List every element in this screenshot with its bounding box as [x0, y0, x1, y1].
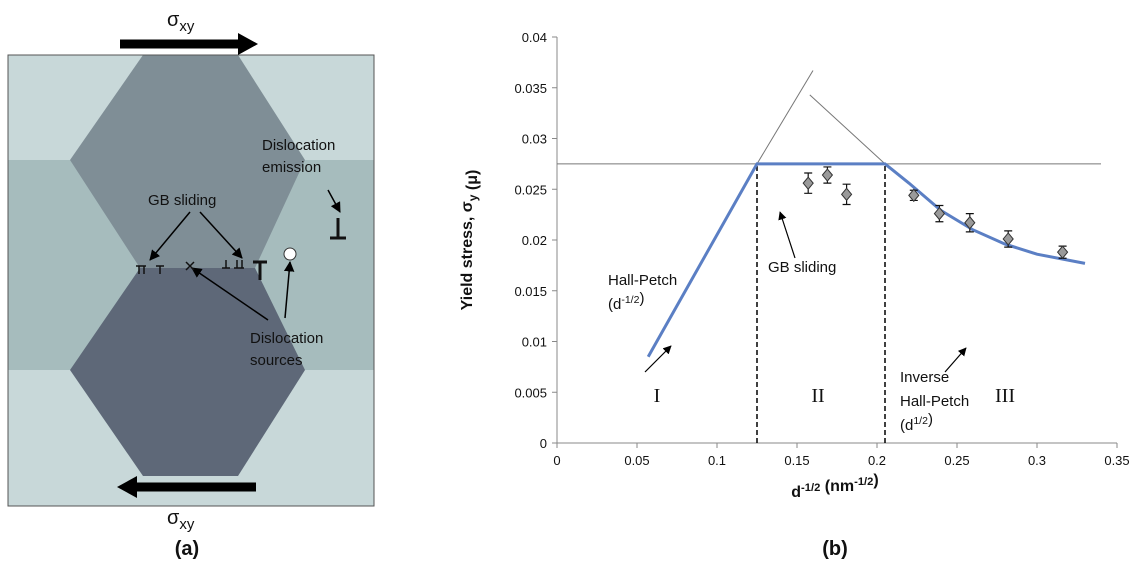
- annotation: Inverse: [900, 369, 949, 386]
- panel-label: (a): [175, 538, 199, 560]
- y-tick-label: 0.005: [514, 385, 547, 400]
- text-part: GB sliding: [768, 259, 836, 276]
- model-line: [646, 162, 1086, 358]
- text-part: ): [873, 472, 878, 489]
- annotation: Hall-Petch: [900, 393, 969, 410]
- annotation-arrow: [283, 260, 295, 319]
- y-tick-label: 0.02: [522, 233, 547, 248]
- data-point: [1002, 232, 1014, 246]
- annotation-arrow: [327, 189, 341, 213]
- text-part: (d: [900, 417, 913, 434]
- y-tick-label: 0.01: [522, 335, 547, 350]
- annotation-arrow: [644, 345, 672, 373]
- emission-label: Dislocation emission: [262, 137, 335, 176]
- text-part: Hall-Petch: [608, 272, 677, 289]
- dislocation-source: [283, 247, 297, 261]
- text-part: Inverse: [900, 369, 949, 386]
- text-part: (: [464, 184, 481, 194]
- stress-label: σxy: [167, 507, 195, 533]
- annotation-arrow: [149, 211, 191, 261]
- x-tick-label: 0.15: [784, 453, 809, 468]
- x-tick-label: 0: [553, 453, 560, 468]
- annotation-arrow: [944, 347, 967, 373]
- region-label: III: [995, 385, 1015, 407]
- data-point: [821, 168, 834, 182]
- annotation: (d-1/2): [608, 290, 644, 313]
- text-part: (nm: [820, 478, 854, 495]
- y-tick-label: 0.025: [514, 182, 547, 197]
- y-tick-label: 0.035: [514, 81, 547, 96]
- text-line: sources: [250, 352, 303, 369]
- subscript: xy: [179, 516, 195, 533]
- text-part: ): [928, 411, 933, 428]
- stress-arrow-head: [117, 476, 137, 498]
- gb-sliding-label: GB sliding: [148, 192, 216, 209]
- diagram-frame: [7, 54, 375, 507]
- y-axis-label: Yield stress, σy (μ): [459, 170, 481, 311]
- superscript: -1/2: [854, 476, 873, 488]
- annotation: GB sliding: [768, 259, 836, 276]
- text-line: emission: [262, 159, 321, 176]
- subscript: xy: [179, 18, 195, 35]
- x-tick-label: 0.2: [868, 453, 886, 468]
- superscript: 1/2: [913, 415, 928, 427]
- x-tick-label: 0.25: [944, 453, 969, 468]
- region-label: I: [654, 385, 661, 407]
- text-line: Dislocation: [250, 330, 323, 347]
- guide-line: [756, 70, 814, 165]
- y-tick-label: 0: [540, 436, 547, 451]
- guide-line: [809, 94, 886, 165]
- annotation-arrow: [778, 211, 796, 259]
- stress-label: σxy: [167, 9, 195, 35]
- grain-top: [70, 55, 305, 268]
- superscript: -1/2: [801, 482, 820, 494]
- grain-bottom: [70, 268, 305, 476]
- dislocation-symbols: [136, 218, 346, 280]
- region-label: II: [811, 385, 824, 407]
- y-tick-label: 0.04: [522, 30, 547, 45]
- data-point: [933, 206, 946, 221]
- y-tick-label: 0.03: [522, 132, 547, 147]
- text-part: (d: [608, 296, 621, 313]
- x-tick-label: 0.3: [1028, 453, 1046, 468]
- text-part: Hall-Petch: [900, 393, 969, 410]
- x-tick-label: 0.1: [708, 453, 726, 468]
- stress-arrow-head: [238, 33, 258, 55]
- subscript: y: [466, 194, 480, 201]
- text-part: μ: [464, 175, 481, 185]
- data-point: [964, 215, 976, 230]
- data-point: [840, 187, 853, 202]
- y-tick-label: 0.015: [514, 284, 547, 299]
- grain-diagram: σxy σxy GB sliding Dislocation emission D…: [7, 9, 375, 560]
- data-point: [802, 176, 814, 190]
- annotation: (d1/2): [900, 411, 933, 434]
- data-point: [1056, 245, 1069, 259]
- sources-label: Dislocation sources: [250, 330, 323, 369]
- text-part: σ: [167, 9, 180, 31]
- panel-label: (b): [822, 538, 848, 560]
- x-tick-label: 0.05: [624, 453, 649, 468]
- text-part: d: [791, 484, 801, 501]
- x-axis-label: d-1/2 (nm-1/2): [791, 472, 878, 501]
- superscript: -1/2: [621, 294, 639, 306]
- text-part: Yield stress, σ: [459, 201, 476, 310]
- text-part: σ: [167, 507, 180, 529]
- text-part: ): [464, 170, 481, 175]
- annotation: Hall-Petch: [608, 272, 677, 289]
- data-point: [908, 188, 920, 203]
- text-line: Dislocation: [262, 137, 335, 154]
- x-tick-label: 0.35: [1104, 453, 1129, 468]
- annotation-arrow: [199, 211, 243, 259]
- annotation-arrow: [191, 267, 269, 321]
- text-part: ): [639, 290, 644, 307]
